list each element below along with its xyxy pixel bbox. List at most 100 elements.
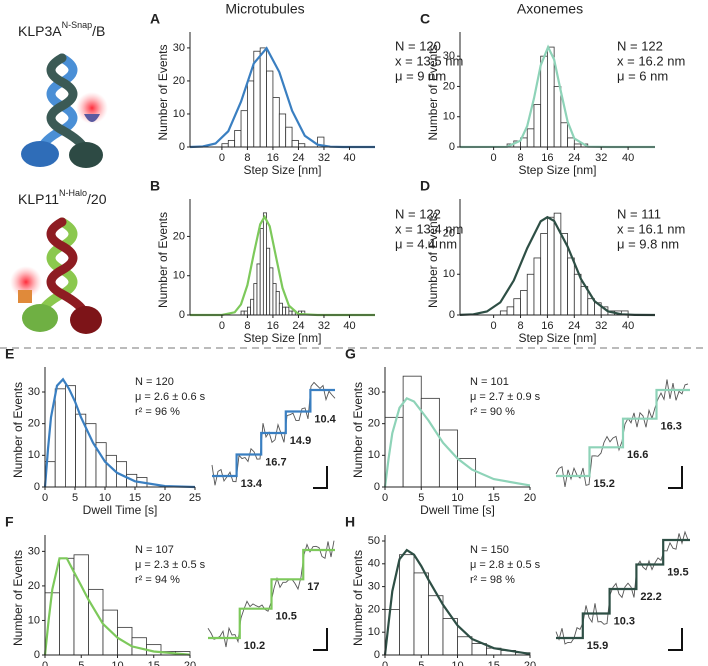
x-tick-label: 8 xyxy=(244,320,250,332)
stat-line: x = 13.4 nm xyxy=(395,221,463,236)
y-tick-label: 30 xyxy=(173,42,185,54)
bar xyxy=(266,247,271,316)
bar xyxy=(526,128,535,148)
x-tick-label: 15 xyxy=(488,660,500,666)
stat-line: N = 120 xyxy=(395,38,441,53)
x-tick-label: 5 xyxy=(418,492,424,504)
stat-line: μ = 2.3 ± 0.5 s xyxy=(135,559,206,571)
stat-line: N = 111 xyxy=(617,206,661,221)
bar xyxy=(278,302,283,316)
y-tick-label: 10 xyxy=(28,614,40,626)
y-tick-label: 20 xyxy=(368,603,380,615)
bar xyxy=(227,139,236,148)
x-axis-label: Dwell Time [s] xyxy=(420,503,495,517)
x-tick-label: 10 xyxy=(99,492,111,504)
bar xyxy=(247,306,252,316)
bar xyxy=(285,126,293,148)
bar xyxy=(269,267,274,316)
x-tick-label: 10 xyxy=(111,660,123,666)
y-tick-label: 50 xyxy=(368,535,380,547)
panel-letter: B xyxy=(150,178,160,194)
bar xyxy=(59,557,75,656)
x-tick-label: 24 xyxy=(292,320,304,332)
bar xyxy=(73,554,89,656)
bar xyxy=(438,429,458,488)
x-tick-label: 0 xyxy=(42,660,48,666)
stat-line: μ = 9.8 nm xyxy=(617,236,679,251)
y-tick-label: 20 xyxy=(443,227,455,239)
y-tick-label: 30 xyxy=(443,50,455,62)
panel-letter: G xyxy=(345,346,356,362)
y-tick-label: 10 xyxy=(443,268,455,280)
step-fit xyxy=(556,538,690,640)
bar xyxy=(499,310,508,316)
stat-line: x = 13.5 nm xyxy=(395,53,463,68)
stat-line: μ = 2.6 ± 0.6 s xyxy=(135,391,206,403)
step-label: 15.9 xyxy=(587,640,608,652)
step-label: 14.9 xyxy=(290,435,311,447)
y-tick-label: 10 xyxy=(173,270,185,282)
bar xyxy=(256,263,261,316)
stat-line: x = 16.1 nm xyxy=(617,221,685,236)
fit-curve xyxy=(459,44,655,149)
x-tick-label: 24 xyxy=(568,320,580,332)
y-tick-label: 30 xyxy=(368,581,380,593)
y-tick-label: 20 xyxy=(28,418,40,430)
bar xyxy=(402,375,422,488)
bar xyxy=(553,86,562,148)
stat-line: μ = 2.7 ± 0.9 s xyxy=(470,391,541,403)
x-tick-label: 0 xyxy=(382,660,388,666)
y-tick-label: 0 xyxy=(34,649,40,661)
y-tick-label: 20 xyxy=(173,230,185,242)
step-label: 16.6 xyxy=(627,449,648,461)
bar xyxy=(272,97,280,148)
x-tick-label: 32 xyxy=(595,152,607,164)
stat-line: N = 107 xyxy=(135,544,174,556)
bar xyxy=(275,291,280,316)
y-tick-label: 0 xyxy=(179,309,185,321)
bar xyxy=(547,216,555,316)
scale-bar xyxy=(313,466,328,489)
bar xyxy=(259,228,264,316)
x-axis-label: Step Size [nm] xyxy=(518,163,596,177)
x-tick-label: 5 xyxy=(78,660,84,666)
x-tick-label: 10 xyxy=(451,492,463,504)
scale-bar xyxy=(668,466,683,489)
y-tick-label: 40 xyxy=(368,558,380,570)
y-tick-label: 10 xyxy=(443,111,455,123)
scale-bar xyxy=(668,628,683,651)
x-tick-label: 16 xyxy=(541,152,553,164)
y-axis-label: Number of Events xyxy=(351,382,365,478)
fit-curve xyxy=(43,557,191,656)
bar xyxy=(540,55,548,148)
bar xyxy=(399,554,415,656)
bar xyxy=(240,310,245,316)
bar xyxy=(282,306,287,316)
bar xyxy=(102,609,118,656)
x-tick-label: 20 xyxy=(524,660,536,666)
y-tick-label: 0 xyxy=(374,649,380,661)
bar xyxy=(54,388,66,488)
x-tick-label: 25 xyxy=(189,492,201,504)
bar xyxy=(573,273,582,316)
bar xyxy=(413,572,429,656)
bar xyxy=(288,310,293,316)
step-label: 22.2 xyxy=(640,591,661,603)
stat-line: r² = 98 % xyxy=(470,574,515,586)
bar xyxy=(253,283,258,316)
bar xyxy=(567,257,575,316)
x-axis-label: Dwell Time [s] xyxy=(83,503,158,517)
step-fit xyxy=(208,548,335,640)
x-tick-label: 32 xyxy=(595,320,607,332)
x-tick-label: 0 xyxy=(382,492,388,504)
step-label: 13.4 xyxy=(241,478,263,490)
step-label: 15.2 xyxy=(594,478,615,490)
panel-letter: E xyxy=(5,346,14,362)
bar xyxy=(285,306,290,316)
bar xyxy=(262,212,267,316)
bar xyxy=(580,286,589,316)
step-label: 17 xyxy=(307,581,319,593)
y-tick-label: 30 xyxy=(28,545,40,557)
step-fit xyxy=(212,388,335,478)
